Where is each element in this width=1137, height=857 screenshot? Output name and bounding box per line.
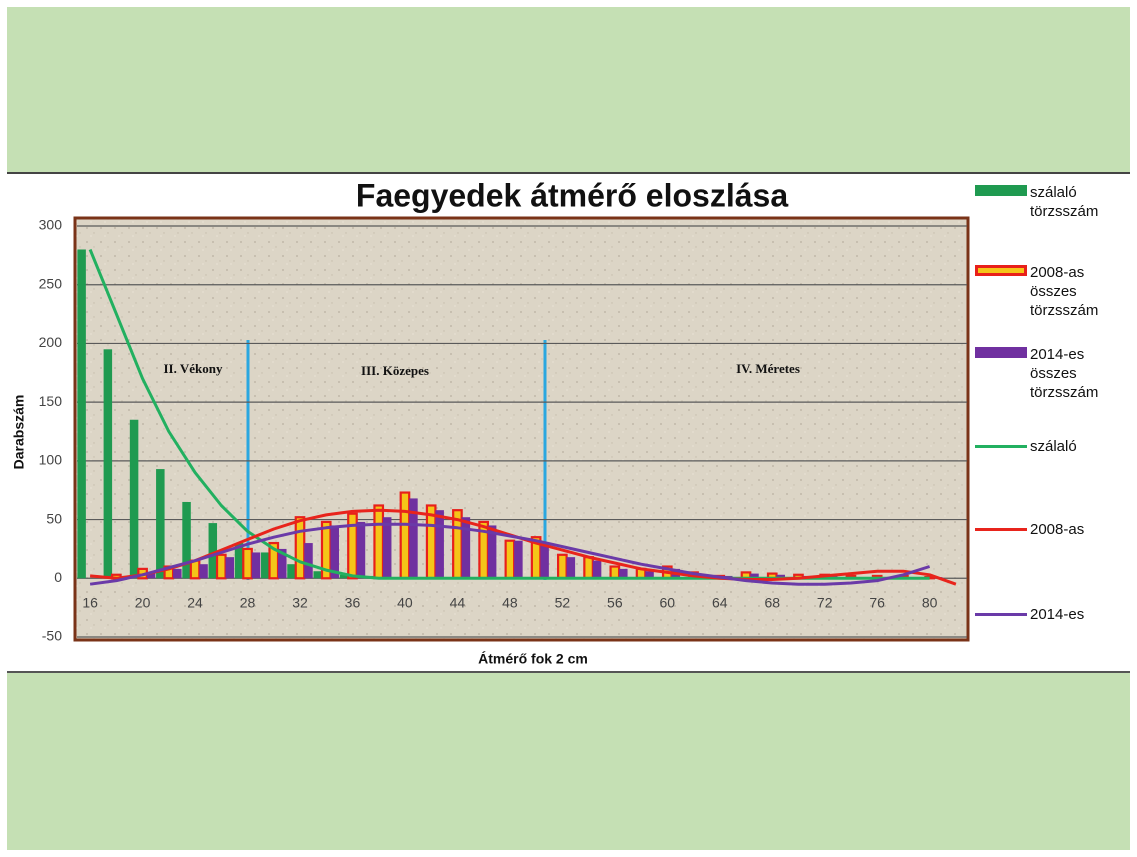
legend-label: 2008-as (1030, 521, 1085, 538)
bar (504, 539, 516, 580)
bar (514, 540, 523, 579)
bar (242, 547, 253, 580)
legend-label: szálaló törzsszám (1030, 184, 1099, 220)
bar (583, 556, 594, 580)
class-label: III. Közepes (361, 363, 429, 378)
y-tick-label: 250 (39, 275, 63, 291)
bar (566, 557, 576, 579)
x-tick-label: 60 (660, 595, 676, 611)
bar (347, 512, 358, 580)
bar (339, 574, 349, 579)
bar (540, 543, 549, 579)
x-tick-label: 68 (764, 595, 780, 611)
x-tick-label: 32 (292, 595, 308, 611)
legend-label: szálaló (1030, 438, 1077, 455)
legend-swatch (975, 347, 1027, 358)
bar (356, 521, 366, 579)
x-tick-label: 48 (502, 595, 518, 611)
y-tick-label: 300 (39, 217, 63, 233)
bar (750, 573, 759, 579)
x-axis-label: Átmérő fok 2 cm (478, 651, 588, 667)
bar (330, 525, 339, 579)
bar (189, 559, 201, 580)
bar (278, 548, 287, 579)
legend-swatch (975, 445, 1027, 448)
bar (215, 553, 227, 580)
bar (156, 469, 165, 579)
bar (146, 572, 156, 579)
trend-line (89, 522, 931, 586)
y-tick-label: 0 (54, 569, 62, 585)
bar (287, 564, 296, 579)
bar (435, 510, 444, 579)
bar (592, 560, 602, 579)
bar (173, 568, 182, 579)
bar (182, 501, 191, 579)
chart-title: Faegyedek átmérő eloszlása (356, 177, 788, 213)
bar (261, 552, 270, 579)
bar (304, 543, 313, 579)
bar (313, 571, 322, 579)
x-tick-label: 56 (607, 595, 623, 611)
bar (382, 517, 392, 579)
legend-swatch (975, 265, 1027, 276)
x-tick-label: 72 (817, 595, 833, 611)
bar (129, 419, 139, 579)
x-tick-label: 52 (555, 595, 571, 611)
bar (557, 553, 568, 580)
class-label: IV. Méretes (736, 361, 800, 376)
bar (645, 571, 654, 579)
y-tick-label: -50 (42, 628, 62, 644)
legend-label: 2014-es (1030, 606, 1085, 623)
bar (373, 504, 385, 580)
legend-label: 2008-as összes törzsszám (1030, 264, 1099, 319)
bar (103, 349, 113, 579)
bar (77, 249, 86, 579)
x-tick-label: 28 (240, 595, 256, 611)
bar (619, 568, 628, 579)
bar (409, 498, 418, 579)
bar (776, 574, 785, 579)
y-axis-label: Darabszám (11, 395, 27, 470)
legend-swatch (975, 185, 1027, 196)
class-label: II. Vékony (163, 361, 223, 376)
legend-label: 2014-es összes törzsszám (1030, 346, 1099, 401)
x-tick-label: 76 (869, 595, 885, 611)
y-tick-label: 200 (39, 334, 63, 350)
bar (609, 565, 621, 580)
bar (199, 564, 208, 579)
x-tick-label: 80 (922, 595, 938, 611)
x-tick-label: 44 (450, 595, 466, 611)
y-tick-label: 50 (46, 510, 62, 526)
x-tick-label: 16 (82, 595, 98, 611)
legend-swatch (975, 528, 1027, 531)
bar (225, 557, 235, 579)
bar (294, 516, 306, 580)
bar (461, 517, 471, 579)
bar (208, 523, 218, 579)
bar (399, 491, 411, 580)
bar (487, 525, 497, 579)
bar (251, 552, 261, 579)
bar (234, 543, 244, 579)
legend-swatch (975, 613, 1027, 616)
x-tick-label: 36 (345, 595, 361, 611)
x-tick-label: 40 (397, 595, 413, 611)
x-tick-label: 64 (712, 595, 728, 611)
y-tick-label: 150 (39, 393, 63, 409)
y-tick-label: 100 (39, 452, 63, 468)
x-tick-label: 24 (187, 595, 203, 611)
x-tick-label: 20 (135, 595, 151, 611)
